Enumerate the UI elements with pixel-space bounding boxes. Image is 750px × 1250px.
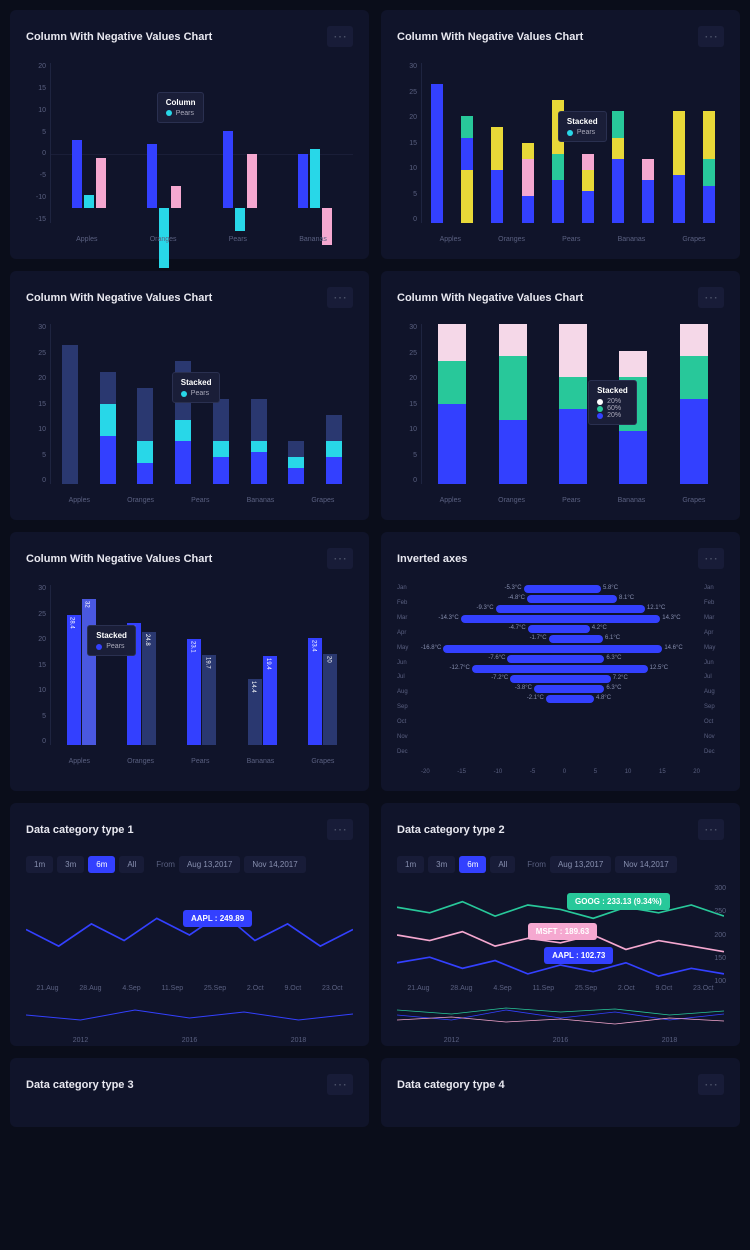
data-tag: MSFT : 189.63 bbox=[528, 923, 597, 940]
chart-card-line-2: Data category type 2 ⋯ 1m3m6mAllFromAug … bbox=[381, 803, 740, 1046]
more-icon[interactable]: ⋯ bbox=[698, 1074, 724, 1095]
chart-title: Data category type 2 bbox=[397, 824, 505, 836]
chart-plot: 20151050-5-10-15 ColumnPears ApplesOrang… bbox=[26, 63, 353, 243]
data-tag: AAPL : 249.89 bbox=[183, 910, 252, 927]
chart-card-10: Data category type 4 ⋯ bbox=[381, 1058, 740, 1127]
mini-chart[interactable]: 201220162018 bbox=[397, 1000, 724, 1030]
chart-title: Data category type 3 bbox=[26, 1079, 134, 1091]
more-icon[interactable]: ⋯ bbox=[698, 548, 724, 569]
chart-card-3: Column With Negative Values Chart ⋯ 3025… bbox=[10, 271, 369, 520]
chart-title: Inverted axes bbox=[397, 553, 467, 565]
more-icon[interactable]: ⋯ bbox=[327, 1074, 353, 1095]
chart-title: Column With Negative Values Chart bbox=[26, 31, 212, 43]
more-icon[interactable]: ⋯ bbox=[327, 26, 353, 47]
filter-btn[interactable]: 6m bbox=[88, 856, 115, 873]
more-icon[interactable]: ⋯ bbox=[698, 819, 724, 840]
line-chart: GOOG : 233.13 (9.34%) MSFT : 189.63 AAPL :… bbox=[397, 885, 724, 985]
date-to[interactable]: Nov 14,2017 bbox=[615, 856, 676, 873]
filter-row: 1m3m6mAllFromAug 13,2017Nov 14,2017 bbox=[397, 856, 724, 873]
chart-card-4: Column With Negative Values Chart ⋯ 3025… bbox=[381, 271, 740, 520]
filter-btn[interactable]: 1m bbox=[397, 856, 424, 873]
chart-title: Column With Negative Values Chart bbox=[397, 31, 583, 43]
data-tag: AAPL : 102.73 bbox=[544, 947, 613, 964]
chart-card-5: Column With Negative Values Chart ⋯ 3025… bbox=[10, 532, 369, 791]
filter-btn[interactable]: 3m bbox=[57, 856, 84, 873]
chart-title: Data category type 1 bbox=[26, 824, 134, 836]
chart-title: Column With Negative Values Chart bbox=[26, 292, 212, 304]
chart-title: Data category type 4 bbox=[397, 1079, 505, 1091]
chart-plot: 302520151050 Stacked20%60%20% ApplesOran… bbox=[397, 324, 724, 504]
chart-title: Column With Negative Values Chart bbox=[26, 553, 212, 565]
chart-card-line-1: Data category type 1 ⋯ 1m3m6mAllFromAug … bbox=[10, 803, 369, 1046]
filter-btn[interactable]: 1m bbox=[26, 856, 53, 873]
chart-plot: JanFebMarAprMayJunJulAugSepOctNovDec Jan… bbox=[397, 585, 724, 775]
data-tag: GOOG : 233.13 (9.34%) bbox=[567, 893, 670, 910]
more-icon[interactable]: ⋯ bbox=[698, 26, 724, 47]
filter-btn[interactable]: All bbox=[490, 856, 515, 873]
date-from[interactable]: Aug 13,2017 bbox=[550, 856, 611, 873]
chart-plot: 302520151050 StackedPears ApplesOrangesP… bbox=[26, 324, 353, 504]
chart-plot: 302520151050 28.4 32 26.7 24.8 23.1 19.7… bbox=[26, 585, 353, 765]
chart-card-2: Column With Negative Values Chart ⋯ 3025… bbox=[381, 10, 740, 259]
chart-card-9: Data category type 3 ⋯ bbox=[10, 1058, 369, 1127]
chart-title: Column With Negative Values Chart bbox=[397, 292, 583, 304]
chart-card-1: Column With Negative Values Chart ⋯ 2015… bbox=[10, 10, 369, 259]
chart-plot: 302520151050 StackedPears ApplesOrangesP… bbox=[397, 63, 724, 243]
filter-btn[interactable]: 6m bbox=[459, 856, 486, 873]
more-icon[interactable]: ⋯ bbox=[327, 548, 353, 569]
mini-chart[interactable]: 201220162018 bbox=[26, 1000, 353, 1030]
date-to[interactable]: Nov 14,2017 bbox=[244, 856, 305, 873]
more-icon[interactable]: ⋯ bbox=[327, 819, 353, 840]
filter-btn[interactable]: 3m bbox=[428, 856, 455, 873]
filter-btn[interactable]: All bbox=[119, 856, 144, 873]
filter-row: 1m3m6mAllFromAug 13,2017Nov 14,2017 bbox=[26, 856, 353, 873]
chart-card-inverted: Inverted axes ⋯ JanFebMarAprMayJunJulAug… bbox=[381, 532, 740, 791]
line-chart: AAPL : 249.89 bbox=[26, 885, 353, 985]
date-from[interactable]: Aug 13,2017 bbox=[179, 856, 240, 873]
more-icon[interactable]: ⋯ bbox=[327, 287, 353, 308]
more-icon[interactable]: ⋯ bbox=[698, 287, 724, 308]
